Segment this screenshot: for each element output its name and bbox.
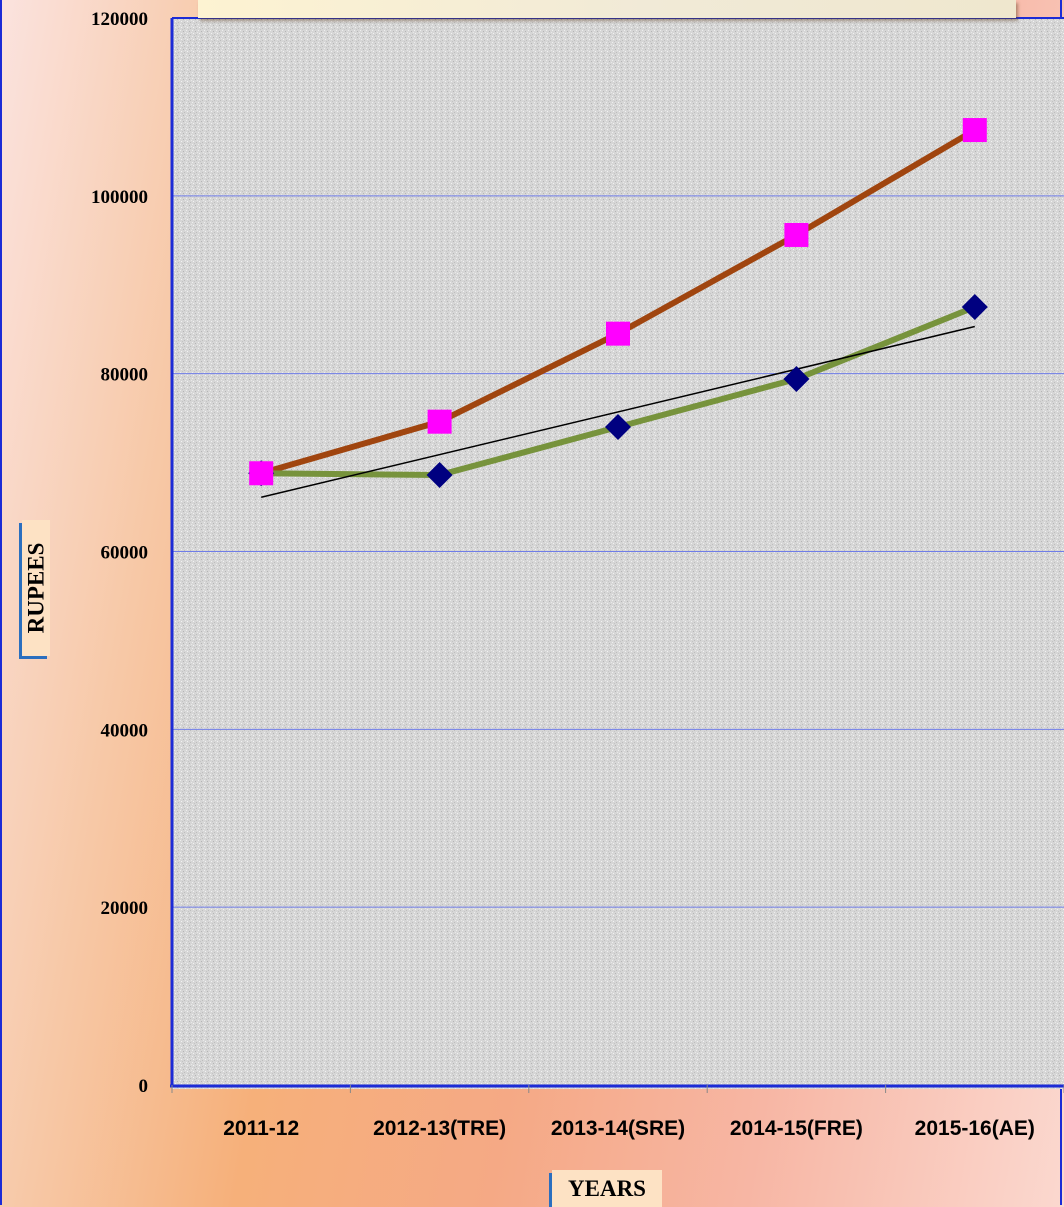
y-tick-label: 100000 bbox=[91, 187, 148, 208]
x-tick-labels: 2011-12 2012-13(TRE) 2013-14(SRE) 2014-15(F… bbox=[223, 1117, 1035, 1140]
x-axis-title: YEARS bbox=[552, 1170, 662, 1207]
y-axis-title: RUPEES bbox=[22, 520, 50, 656]
plot-area bbox=[172, 18, 1064, 1089]
x-axis-label: YEARS bbox=[568, 1175, 646, 1201]
y-tick-label: 80000 bbox=[101, 365, 149, 386]
x-tick-label: 2015-16(AE) bbox=[915, 1117, 1035, 1140]
legend-box bbox=[198, 0, 1016, 18]
markers bbox=[248, 118, 988, 489]
y-tick-label: 120000 bbox=[91, 9, 148, 30]
y-tick-label: 20000 bbox=[101, 898, 149, 919]
x-tick-label: 2013-14(SRE) bbox=[551, 1117, 685, 1140]
square-marker bbox=[249, 461, 274, 486]
trendline bbox=[261, 325, 975, 498]
axes bbox=[170, 17, 1064, 1093]
x-tick-label: 2012-13(TRE) bbox=[373, 1117, 506, 1140]
y-tick-label: 60000 bbox=[101, 543, 149, 564]
y-tick-label: 40000 bbox=[101, 720, 149, 741]
diamond-marker bbox=[605, 414, 631, 441]
square-marker bbox=[427, 409, 452, 434]
y-tick-labels: 0 20000 40000 60000 80000 100000 120000 bbox=[91, 9, 148, 1097]
diamond-marker bbox=[426, 462, 453, 489]
square-marker bbox=[784, 222, 809, 247]
square-marker bbox=[606, 321, 630, 346]
y-tick-label: 0 bbox=[139, 1076, 149, 1097]
y-axis-label: RUPEES bbox=[23, 542, 48, 634]
diamond-marker bbox=[961, 293, 988, 320]
x-tick-label: 2011-12 bbox=[223, 1117, 299, 1140]
diamond-marker bbox=[783, 366, 810, 393]
x-tick-label: 2014-15(FRE) bbox=[730, 1117, 863, 1140]
square-marker bbox=[962, 118, 987, 143]
